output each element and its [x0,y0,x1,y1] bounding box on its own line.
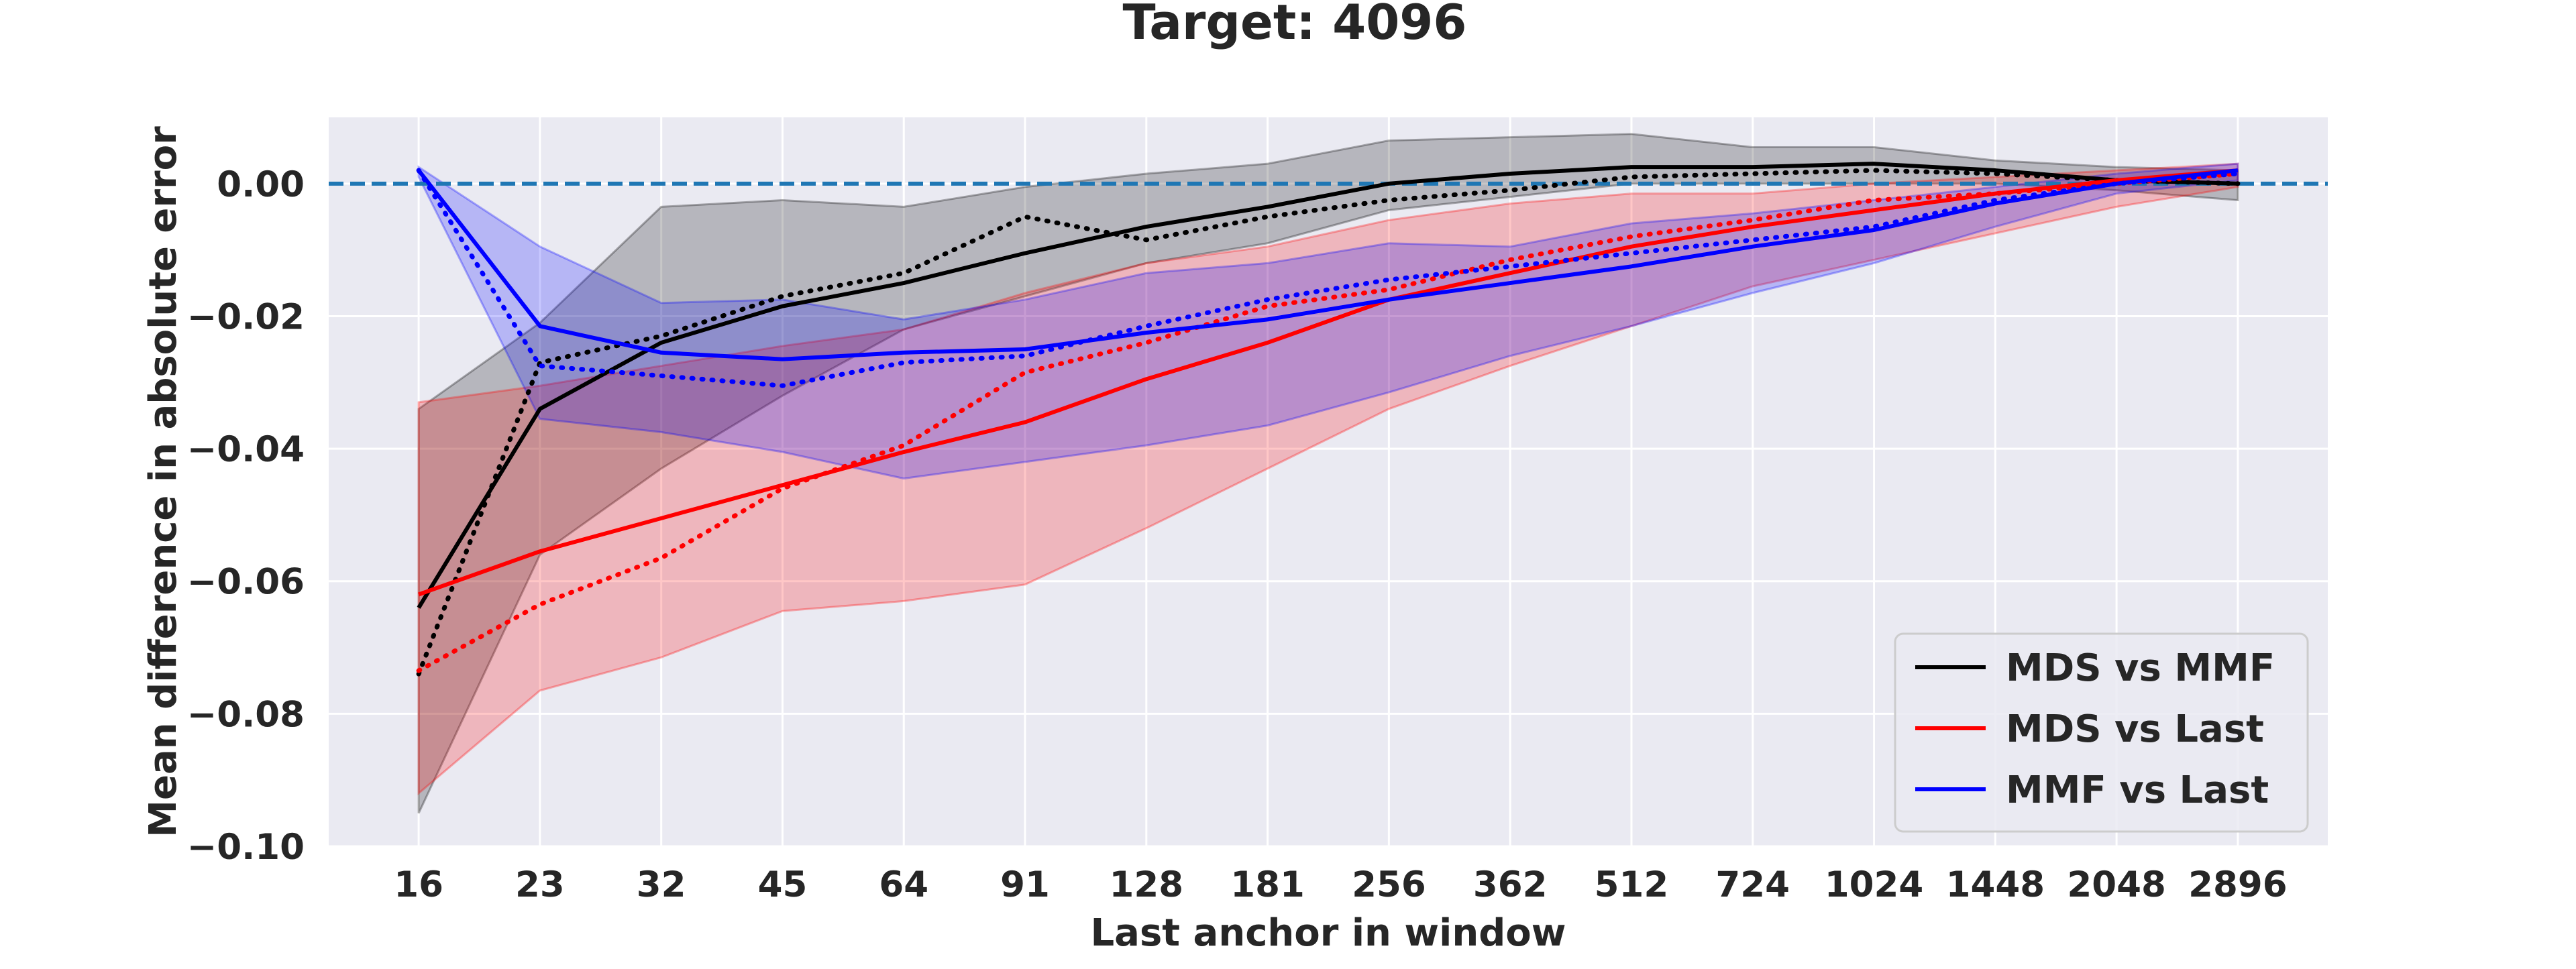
x-tick-label-1448: 1448 [1946,864,2045,905]
x-tick-label-45: 45 [758,864,808,905]
x-tick-label-2896: 2896 [2188,864,2288,905]
legend-label-mds-vs-mmf: MDS vs MMF [2006,646,2275,690]
y-tick-label-2: −0.06 [187,562,305,603]
x-tick-label-16: 16 [394,864,443,905]
x-tick-label-181: 181 [1230,864,1305,905]
dotted-line-mds-vs-mmf [416,168,2241,677]
line-mds-vs-mmf [417,162,2238,609]
y-tick-label-4: −0.02 [187,296,305,337]
legend-box [1894,632,2309,833]
dotted-line-mmf-vs-last [416,168,2241,388]
line-mds-vs-last [418,168,2239,597]
legend-label-mds-vs-last: MDS vs Last [2006,707,2264,751]
x-tick-label-32: 32 [637,864,686,905]
x-axis-title: Last anchor in window [1090,911,1566,955]
y-tick-label-3: −0.04 [187,429,305,470]
x-tick-label-724: 724 [1715,864,1790,905]
x-tick-label-512: 512 [1595,864,1669,905]
legend: MDS vs MMF MDS vs Last MMF vs Last [1894,632,2309,833]
x-tick-label-362: 362 [1473,864,1548,905]
series-lines [416,162,2241,677]
y-tick-label-5: 0.00 [217,164,305,205]
x-tick-label-1024: 1024 [1825,864,1924,905]
tick-labels: 16 23 32 45 64 91 128 181 256 362 512 724 1024 1448 20… [187,164,2288,905]
x-tick-label-256: 256 [1352,864,1426,905]
x-tick-label-91: 91 [1000,864,1050,905]
x-tick-label-64: 64 [879,864,928,905]
x-tick-label-23: 23 [515,864,565,905]
chart-title: Target: 4096 [1123,0,1467,50]
y-axis-title: Mean difference in absolute error [142,126,185,838]
x-tick-label-128: 128 [1109,864,1183,905]
y-tick-label-0: −0.10 [187,827,305,868]
y-tick-label-1: −0.08 [187,694,305,735]
legend-label-mmf-vs-last: MMF vs Last [2006,768,2269,812]
line-mmf-vs-last [417,168,2239,361]
x-tick-label-2048: 2048 [2067,864,2166,905]
